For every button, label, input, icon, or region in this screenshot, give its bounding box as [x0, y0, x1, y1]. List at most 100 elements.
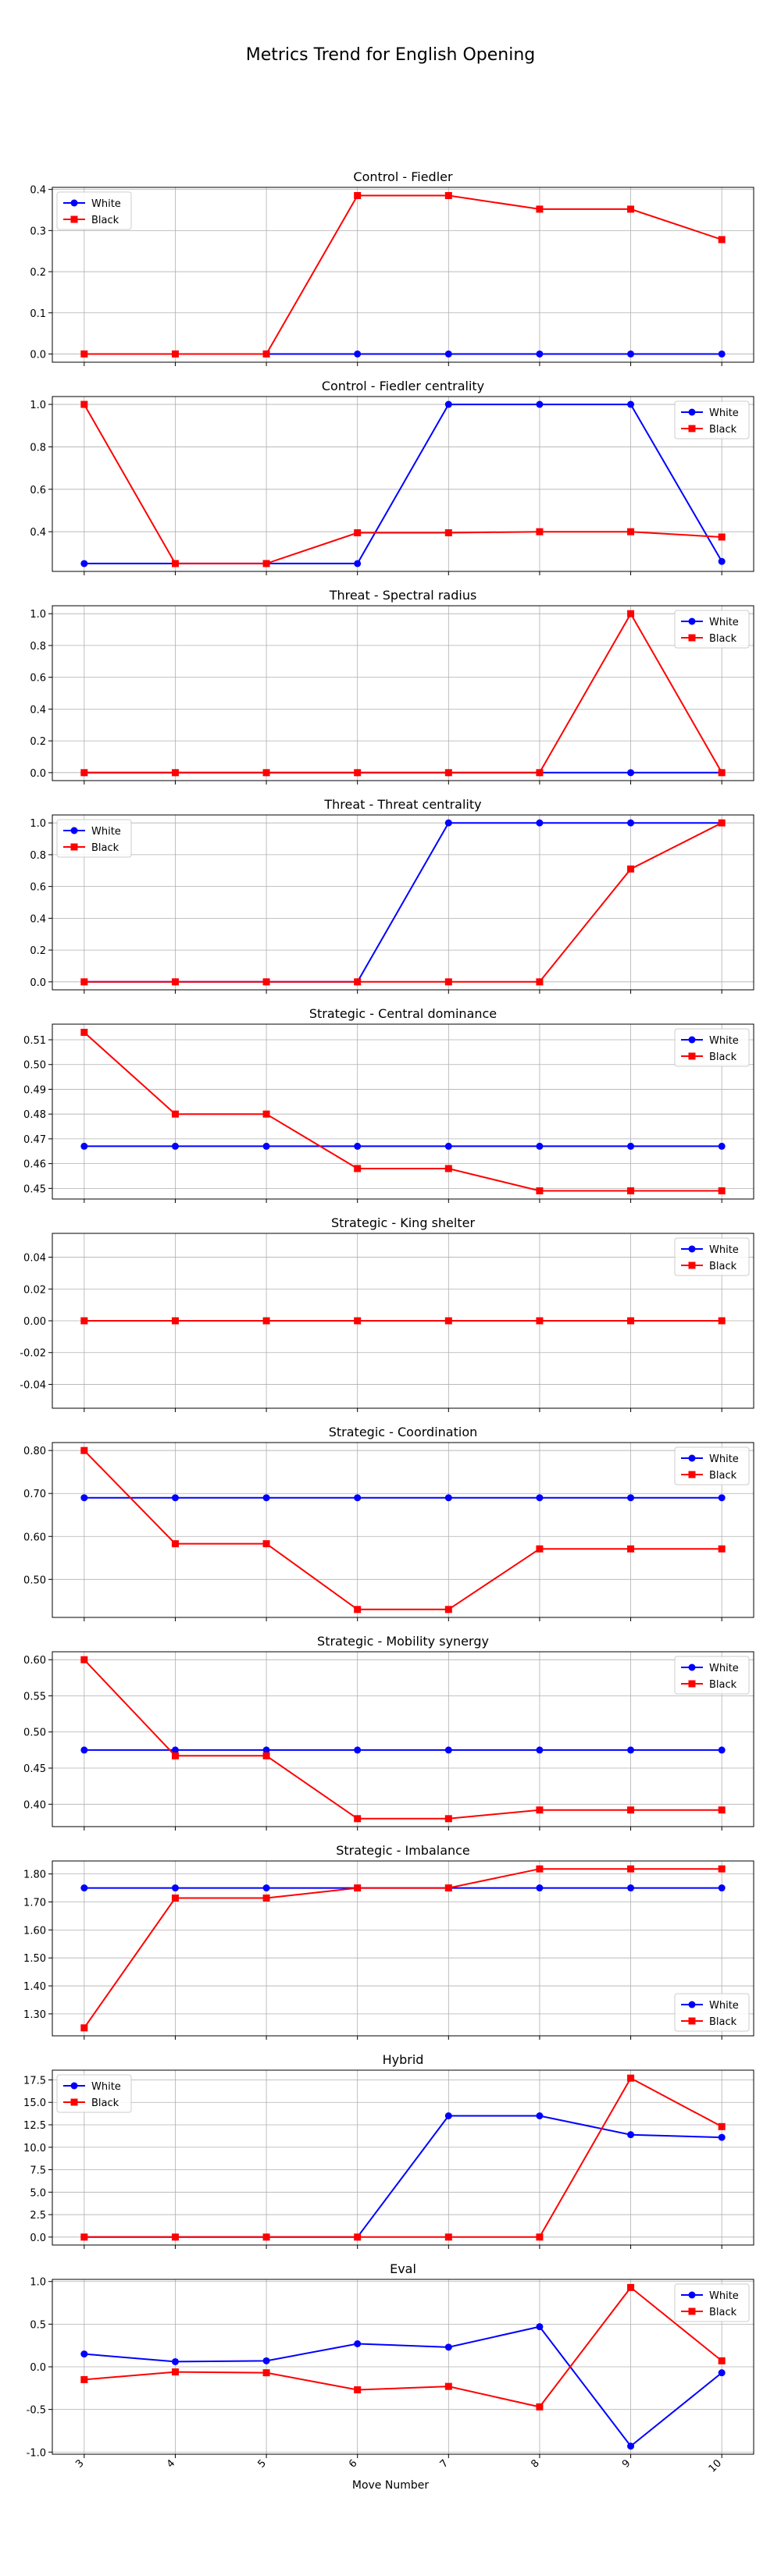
data-point-black [627, 528, 635, 535]
legend-label: Black [709, 1051, 737, 1063]
legend-marker-black [70, 843, 78, 851]
legend-label: Black [709, 1679, 737, 1691]
y-tick-label: 0.4 [30, 913, 46, 925]
legend-marker-white [688, 617, 696, 625]
y-tick-label: 0.46 [23, 1159, 46, 1171]
subplot-5: Strategic - Central dominance 0.45 0.46 0.4… [23, 1006, 754, 1203]
data-point-black [262, 560, 270, 568]
data-point-white [171, 1884, 179, 1892]
y-tick-label: 15.0 [23, 2097, 46, 2109]
data-point-white [536, 1494, 544, 1502]
legend-label: White [91, 2081, 121, 2093]
legend-label: Black [709, 424, 737, 436]
data-point-black [354, 1884, 362, 1892]
legend-marker-white [70, 827, 78, 834]
data-point-black [627, 1545, 635, 1553]
series-line-black [84, 194, 722, 355]
series-line-black [84, 1659, 722, 1820]
data-point-black [536, 1187, 544, 1195]
y-tick-label: 0.0 [30, 2233, 46, 2244]
data-point-black [171, 769, 179, 777]
data-point-white [536, 1142, 544, 1150]
subplot-title: Strategic - Coordination [329, 1425, 478, 1439]
subplot-title: Control - Fiedler centrality [322, 379, 484, 393]
data-point-white [536, 1746, 544, 1754]
subplot-10: Hybrid 0.0 2.5 5.0 7.5 10.0 12.5 15.0 17.5 White B… [23, 2052, 754, 2249]
data-point-white [718, 1746, 726, 1754]
legend: White Black [674, 1656, 750, 1695]
legend: White Black [674, 610, 750, 649]
subplot-title: Strategic - Central dominance [309, 1006, 497, 1021]
data-point-black [171, 1752, 179, 1759]
y-tick-label: 0.60 [23, 1655, 46, 1667]
data-point-black [444, 978, 452, 986]
data-point-white [262, 1494, 270, 1502]
legend-marker-white [70, 199, 78, 207]
x-tick-label: 7 [438, 2457, 451, 2470]
data-point-black [536, 978, 544, 986]
legend-label: White [91, 198, 121, 210]
y-tick-label: 0.45 [23, 1183, 46, 1195]
legend-label: White [709, 2000, 739, 2012]
data-point-black [718, 1317, 726, 1325]
data-point-white [718, 2133, 726, 2141]
legend-marker-white [688, 2001, 696, 2008]
y-tick-label: 0.70 [23, 1489, 46, 1500]
data-point-black [718, 1865, 726, 1873]
data-point-white [354, 1142, 362, 1150]
data-point-black [627, 2283, 635, 2291]
data-point-white [80, 560, 88, 568]
data-point-black [536, 1545, 544, 1553]
y-tick-label: 0.04 [23, 1253, 46, 1265]
data-point-white [627, 1884, 635, 1892]
data-point-black [171, 350, 179, 358]
x-axis-label: Move Number [351, 2479, 430, 2492]
y-tick-label: 0.0 [30, 768, 46, 780]
data-point-white [354, 350, 362, 358]
data-point-white [354, 1746, 362, 1754]
data-point-black [444, 2233, 452, 2241]
data-point-black [627, 1317, 635, 1325]
y-tick-label: 1.0 [30, 818, 46, 830]
y-tick-label: -0.04 [20, 1379, 46, 1391]
data-point-black [80, 2024, 88, 2032]
legend-label: White [709, 617, 739, 628]
legend: White Black [674, 1993, 750, 2032]
data-point-black [444, 1606, 452, 1614]
y-tick-label: -0.5 [27, 2405, 46, 2417]
data-point-white [80, 1142, 88, 1150]
data-point-black [171, 560, 179, 568]
axes-frame [52, 187, 754, 363]
data-point-black [80, 2375, 88, 2383]
subplot-8: Strategic - Mobility synergy 0.40 0.45 0.50… [23, 1634, 754, 1831]
data-point-black [718, 819, 726, 827]
data-point-black [718, 533, 726, 541]
data-point-black [80, 400, 88, 408]
data-point-white [444, 350, 452, 358]
data-point-black [444, 192, 452, 200]
legend-label: White [709, 1035, 739, 1047]
y-tick-label: 1.0 [30, 609, 46, 621]
data-point-black [536, 528, 544, 535]
series-line-black [84, 2076, 722, 2238]
axes-frame [52, 1233, 754, 1409]
data-point-black [718, 2357, 726, 2364]
data-point-white [627, 2443, 635, 2450]
data-point-black [354, 529, 362, 537]
y-tick-label: 0.50 [23, 1727, 46, 1739]
legend-label: Black [709, 1261, 737, 1272]
legend-label: Black [709, 2016, 737, 2028]
data-point-black [627, 610, 635, 617]
legend-marker-white [688, 1036, 696, 1044]
figure-title: Metrics Trend for English Opening [245, 45, 536, 65]
y-tick-label: 0.8 [30, 850, 46, 862]
series-line-white [84, 2115, 722, 2238]
subplot-title: Strategic - Imbalance [336, 1843, 470, 1858]
data-point-white [171, 1494, 179, 1502]
subplot-6: Strategic - King shelter -0.04 -0.02 0.00 0.… [20, 1215, 754, 1412]
legend-marker-white [688, 1245, 696, 1253]
data-point-black [718, 1545, 726, 1553]
data-point-white [80, 1884, 88, 1892]
x-tick-label: 9 [620, 2457, 633, 2470]
legend: White Black [674, 1237, 750, 1276]
